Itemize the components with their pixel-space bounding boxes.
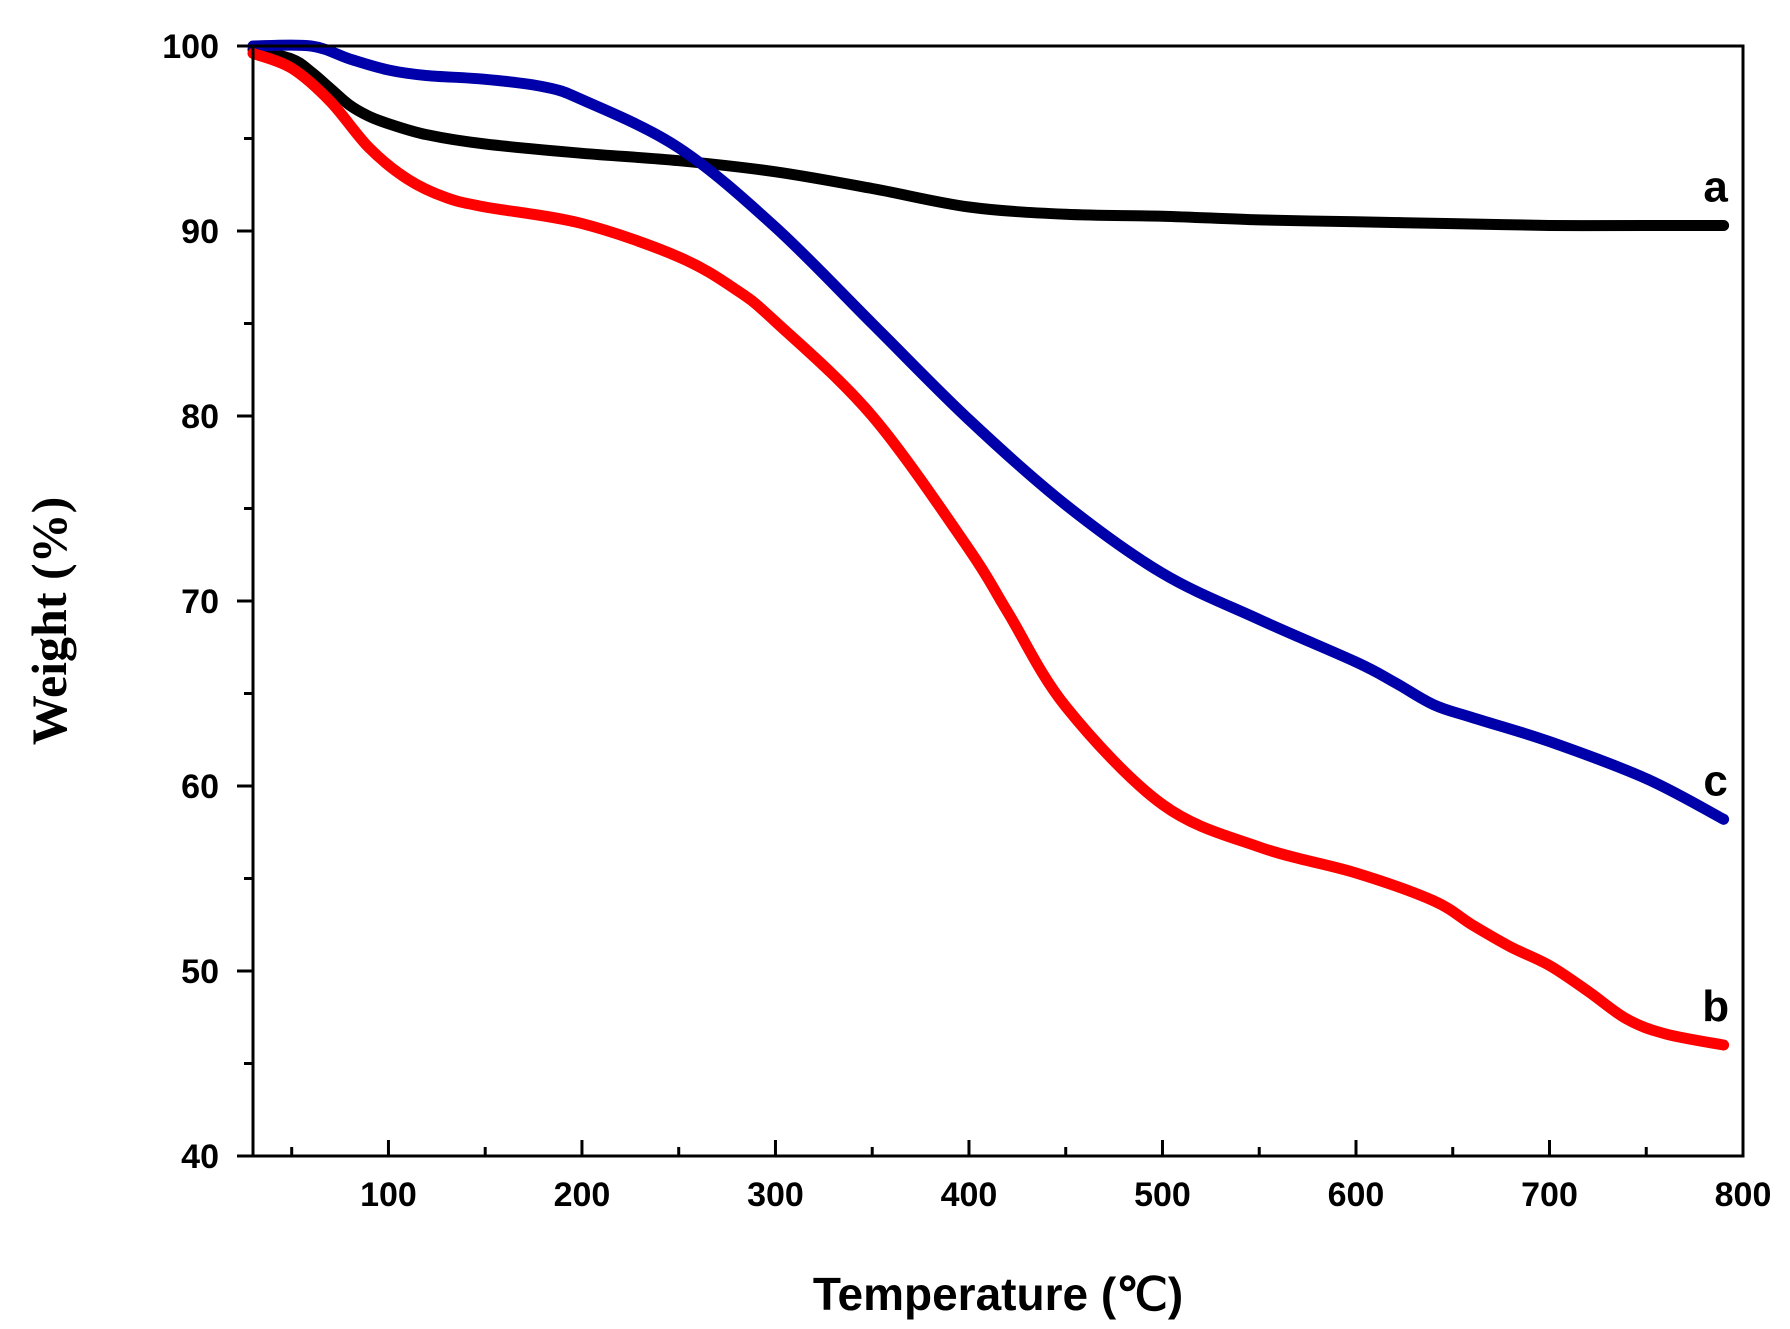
x-tick-label: 200 [554, 1176, 611, 1214]
x-tick-label: 600 [1328, 1176, 1385, 1214]
x-tick-label: 500 [1134, 1176, 1191, 1214]
series-label-b: b [1702, 982, 1729, 1031]
y-tick-label: 90 [181, 213, 219, 251]
y-tick-label: 40 [181, 1138, 219, 1176]
label-layer: 100 200 300 400 500 600 700 800 40 50 60 70 80 90 100 a… [162, 28, 1771, 1214]
y-tick-label: 100 [162, 28, 219, 66]
series-label-a: a [1703, 162, 1728, 211]
y-tick-label: 50 [181, 953, 219, 991]
x-tick-label: 800 [1715, 1176, 1772, 1214]
series-line-c [247, 39, 1730, 825]
series-layer [247, 39, 1730, 1051]
x-tick-label: 400 [941, 1176, 998, 1214]
y-tick-label: 80 [181, 398, 219, 436]
series-label-c: c [1703, 756, 1727, 805]
y-tick-label: 60 [181, 768, 219, 806]
series-line-b [247, 47, 1730, 1051]
x-tick-label: 300 [747, 1176, 804, 1214]
series-line-a [247, 44, 1730, 232]
y-axis-title: Weight (%) [21, 497, 77, 746]
x-tick-label: 700 [1521, 1176, 1578, 1214]
y-tick-label: 70 [181, 583, 219, 621]
x-tick-label: 100 [360, 1176, 417, 1214]
tick-layer [237, 44, 1745, 1158]
x-axis-title: Temperature (℃) [813, 1268, 1183, 1320]
